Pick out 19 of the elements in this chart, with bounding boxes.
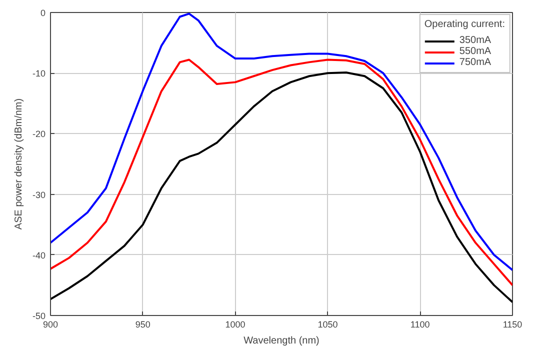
legend-label: 350mA <box>459 35 492 46</box>
x-tick-label: 950 <box>135 320 150 330</box>
legend-label: 750mA <box>459 57 492 68</box>
x-tick-label: 1000 <box>225 320 246 330</box>
y-tick-label: -10 <box>32 68 46 79</box>
x-tick-label: 1150 <box>502 320 522 330</box>
x-tick-label: 1100 <box>410 320 430 330</box>
y-tick-label: -50 <box>32 311 46 321</box>
x-tick-label: 1050 <box>318 320 338 330</box>
y-tick-label: -40 <box>32 250 46 260</box>
legend-label: 550mA <box>459 46 492 57</box>
y-axis-title: ASE power density (dBm/nm) <box>13 98 24 230</box>
x-axis-title: Wavelength (nm) <box>244 336 320 346</box>
line-series <box>50 12 512 272</box>
x-tick-label: 900 <box>42 320 58 330</box>
y-tick-label: -20 <box>32 129 46 140</box>
legend-title: Operating current: <box>424 19 505 30</box>
y-tick-label: 0 <box>40 8 46 18</box>
y-tick-label: -30 <box>32 190 46 200</box>
